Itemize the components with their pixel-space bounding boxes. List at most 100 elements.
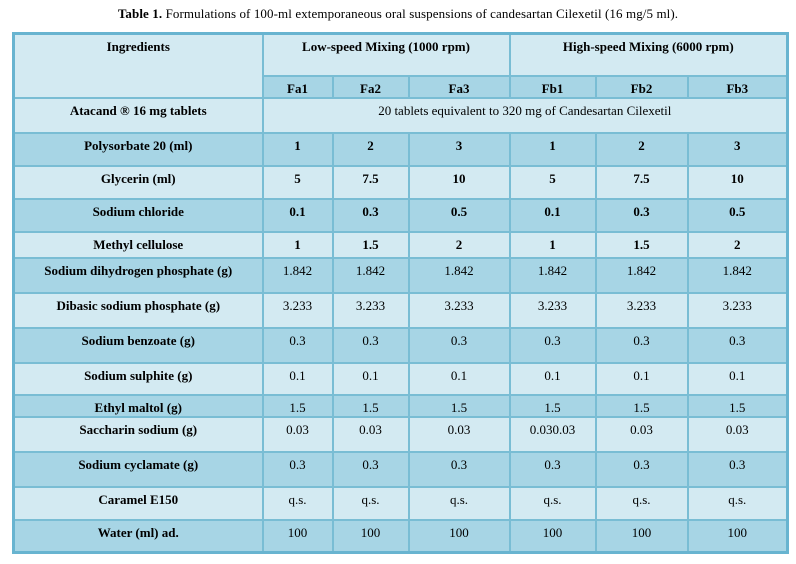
value-cell: 100: [261, 518, 334, 554]
value-cell: 2: [594, 131, 689, 167]
row-label: Sodium chloride: [12, 197, 264, 233]
value-cell: 0.03: [594, 415, 689, 453]
value-cell: 1.842: [508, 256, 597, 294]
table-row: Polysorbate 20 (ml) 1 2 3 1 2 3: [12, 131, 789, 167]
value-cell: 3.233: [686, 291, 789, 329]
row-label: Sodium sulphite (g): [12, 361, 264, 396]
table-row: Sodium chloride 0.1 0.3 0.5 0.1 0.3 0.5: [12, 197, 789, 233]
value-cell: 100: [407, 518, 511, 554]
value-cell: 0.5: [686, 197, 789, 233]
formulation-header-cell: Fb3: [686, 74, 789, 99]
value-cell: 0.1: [261, 197, 334, 233]
formulation-header-cell: Fa3: [407, 74, 511, 99]
row-label: Sodium cyclamate (g): [12, 450, 264, 488]
value-cell: 1: [261, 131, 334, 167]
value-cell: 1.842: [331, 256, 410, 294]
value-cell: 1.842: [594, 256, 689, 294]
value-cell: 0.03: [686, 415, 789, 453]
value-cell: q.s.: [261, 485, 334, 521]
value-cell: 0.3: [594, 197, 689, 233]
formulation-header-cell: Fb2: [594, 74, 689, 99]
value-cell: 3.233: [508, 291, 597, 329]
table-caption-label: Table 1.: [117, 6, 163, 21]
formulations-table: Ingredients Low-speed Mixing (1000 rpm) …: [12, 32, 790, 554]
value-cell: 2: [331, 131, 410, 167]
value-cell: 1.5: [407, 393, 511, 418]
value-cell: 0.1: [261, 361, 334, 396]
value-cell: 0.03: [407, 415, 511, 453]
row-label: Sodium dihydrogen phosphate (g): [12, 256, 264, 294]
value-cell: 1.5: [686, 393, 789, 418]
value-cell: 0.3: [686, 326, 789, 364]
ingredients-header-cell: Ingredients: [12, 32, 264, 99]
value-cell: 0.3: [261, 326, 334, 364]
table-row-atacand: Atacand ® 16 mg tablets 20 tablets equiv…: [12, 96, 789, 134]
value-cell: q.s.: [407, 485, 511, 521]
row-label: Dibasic sodium phosphate (g): [12, 291, 264, 329]
value-cell: 0.3: [407, 450, 511, 488]
formulation-header-cell: Fb1: [508, 74, 597, 99]
table-caption: Table 1. Formulations of 100-ml extempor…: [0, 0, 796, 22]
value-cell: 0.3: [261, 450, 334, 488]
row-label: Caramel E150: [12, 485, 264, 521]
value-cell: 3.233: [407, 291, 511, 329]
table-row: Sodium cyclamate (g) 0.3 0.3 0.3 0.3 0.3 0.3: [12, 450, 789, 488]
value-cell: 0.030.03: [508, 415, 597, 453]
value-cell: 0.3: [594, 450, 689, 488]
value-cell: 1.5: [261, 393, 334, 418]
value-cell: 0.3: [594, 326, 689, 364]
value-cell: 0.3: [331, 197, 410, 233]
value-cell: 3.233: [331, 291, 410, 329]
value-cell: 1.5: [594, 230, 689, 259]
row-label: Sodium benzoate (g): [12, 326, 264, 364]
value-cell: 0.03: [261, 415, 334, 453]
value-cell: 2: [686, 230, 789, 259]
table-row: Caramel E150 q.s. q.s. q.s. q.s. q.s. q.s.: [12, 485, 789, 521]
value-cell: 0.1: [508, 361, 597, 396]
value-cell: 5: [261, 164, 334, 200]
value-cell: 100: [594, 518, 689, 554]
value-cell: 1.5: [508, 393, 597, 418]
value-cell: q.s.: [508, 485, 597, 521]
value-cell: 1.842: [261, 256, 334, 294]
value-cell: 3.233: [261, 291, 334, 329]
value-cell: 0.3: [508, 450, 597, 488]
value-cell: 0.3: [407, 326, 511, 364]
table-row: Saccharin sodium (g) 0.03 0.03 0.03 0.030.03…: [12, 415, 789, 453]
value-cell: 0.1: [686, 361, 789, 396]
table-row: Sodium benzoate (g) 0.3 0.3 0.3 0.3 0.3 0.3: [12, 326, 789, 364]
table-row: Sodium dihydrogen phosphate (g) 1.842 1.84…: [12, 256, 789, 294]
value-cell: 1: [508, 230, 597, 259]
value-cell: 7.5: [594, 164, 689, 200]
table-row: Glycerin (ml) 5 7.5 10 5 7.5 10: [12, 164, 789, 200]
table-row: Dibasic sodium phosphate (g) 3.233 3.233 3.…: [12, 291, 789, 329]
table-header-formulation-row: Fa1 Fa2 Fa3 Fb1 Fb2 Fb3: [14, 74, 789, 99]
value-cell: 1.5: [331, 393, 410, 418]
value-cell: 1: [508, 131, 597, 167]
value-cell: 0.03: [331, 415, 410, 453]
value-cell: 3: [407, 131, 511, 167]
row-label: Water (ml) ad.: [12, 518, 264, 554]
high-speed-group-header: High-speed Mixing (6000 rpm): [508, 32, 789, 77]
value-cell: 0.3: [508, 326, 597, 364]
value-cell: 10: [686, 164, 789, 200]
table-row: Ethyl maltol (g) 1.5 1.5 1.5 1.5 1.5 1.5: [12, 393, 789, 418]
table-row: Water (ml) ad. 100 100 100 100 100 100: [12, 518, 789, 554]
row-label: Saccharin sodium (g): [12, 415, 264, 453]
value-cell: 0.3: [331, 326, 410, 364]
value-cell: 3.233: [594, 291, 689, 329]
formulation-header-cell: Fa1: [261, 74, 334, 99]
row-label: Glycerin (ml): [12, 164, 264, 200]
value-cell: q.s.: [594, 485, 689, 521]
value-cell: 100: [331, 518, 410, 554]
value-cell: 1.842: [407, 256, 511, 294]
row-label: Polysorbate 20 (ml): [12, 131, 264, 167]
row-label: Ethyl maltol (g): [12, 393, 264, 418]
value-cell: 0.1: [508, 197, 597, 233]
value-cell: 1.5: [594, 393, 689, 418]
table-row: Sodium sulphite (g) 0.1 0.1 0.1 0.1 0.1 0.1: [12, 361, 789, 396]
value-cell: 0.5: [407, 197, 511, 233]
value-cell: 2: [407, 230, 511, 259]
value-cell: 0.1: [331, 361, 410, 396]
